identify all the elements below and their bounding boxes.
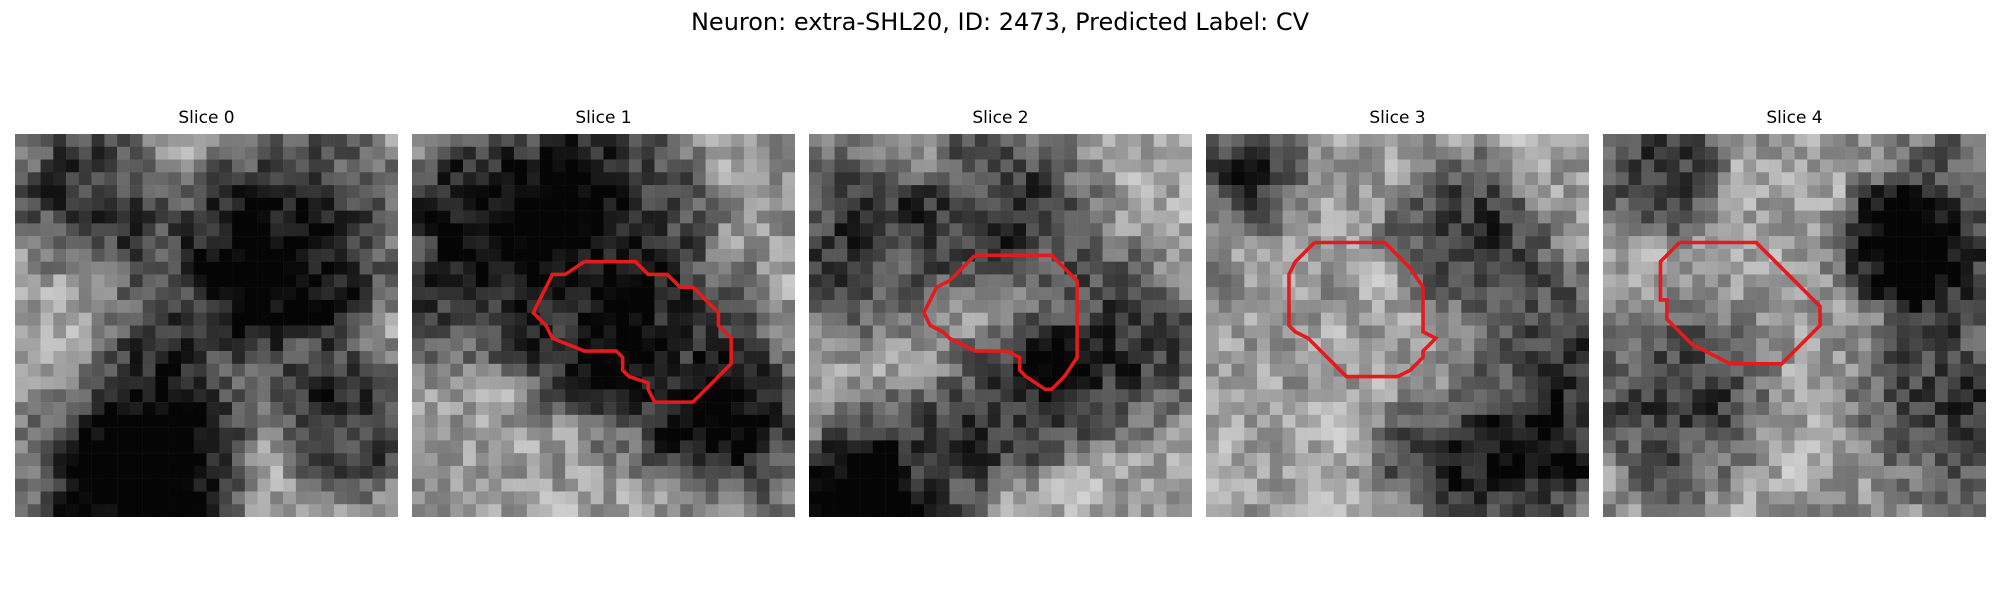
slice-title: Slice 3	[1369, 108, 1426, 128]
cell-contour	[1658, 240, 1822, 366]
slice-panel-3: Slice 3	[1206, 108, 1589, 520]
slice-panel-4: Slice 4	[1603, 108, 1986, 520]
slice-title: Slice 0	[178, 108, 235, 128]
slice-image	[15, 134, 398, 517]
cell-contour	[531, 259, 733, 404]
cell-contour	[921, 253, 1079, 392]
slice-title: Slice 1	[575, 108, 632, 128]
slice-title: Slice 2	[972, 108, 1029, 128]
slice-image	[1603, 134, 1986, 517]
slice-panel-1: Slice 1	[412, 108, 795, 520]
slice-title: Slice 4	[1766, 108, 1823, 128]
slice-image	[809, 134, 1192, 517]
slice-image	[412, 134, 795, 517]
slice-image	[1206, 134, 1589, 517]
slice-panel-0: Slice 0	[15, 108, 398, 520]
figure-title: Neuron: extra-SHL20, ID: 2473, Predicted…	[690, 8, 1310, 36]
cell-contour	[1287, 240, 1439, 379]
slice-panel-2: Slice 2	[809, 108, 1192, 520]
